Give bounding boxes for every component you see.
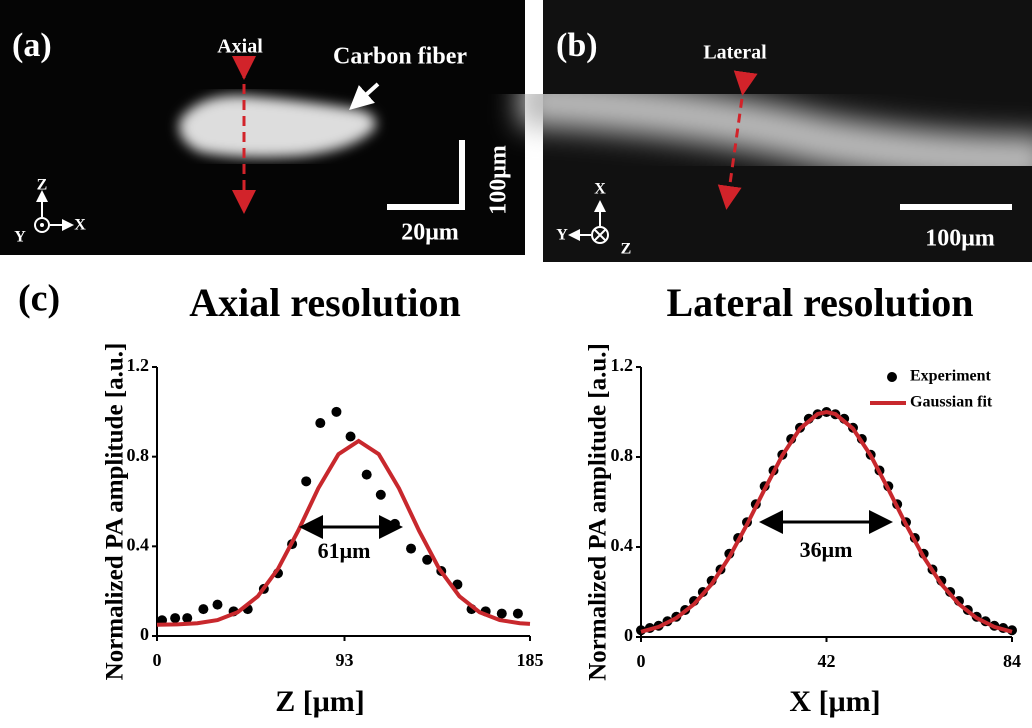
- data-point: [331, 406, 342, 417]
- x-tick-label: 0: [637, 651, 646, 671]
- x-tick-label: 93: [336, 650, 354, 670]
- fit-line: [640, 409, 1013, 634]
- y-tick-label: 0.8: [611, 445, 634, 465]
- data-point: [170, 613, 181, 624]
- axis-icon: [591, 226, 609, 244]
- data-point: [182, 613, 193, 624]
- y-axis-label: Normalized PA amplitude [a.u.]: [585, 343, 612, 681]
- fit-line: [156, 438, 531, 627]
- scale-label: 20μm: [401, 220, 459, 246]
- pointer-arrow: [349, 82, 380, 111]
- y-tick-label: 1.2: [611, 355, 634, 375]
- data-point: [315, 418, 326, 429]
- panel-label: (c): [18, 278, 60, 320]
- axis-label: X: [74, 217, 86, 234]
- x-axis-label: X [μm]: [789, 685, 880, 718]
- data-point: [422, 554, 433, 565]
- axis-icon: [34, 217, 50, 233]
- y-tick-label: 0.8: [127, 445, 150, 465]
- fwhm-label: 36μm: [800, 537, 853, 562]
- axis-label: X: [594, 181, 606, 198]
- data-point: [212, 599, 223, 610]
- y-tick-label: 1.2: [127, 355, 150, 375]
- x-axis-label: Z [μm]: [275, 685, 365, 718]
- carbon-fiber: [179, 95, 376, 158]
- y-tick-label: 0: [624, 625, 633, 645]
- x-tick-label: 185: [517, 650, 544, 670]
- fwhm-label: 61μm: [318, 538, 371, 563]
- x-tick-label: 0: [153, 650, 162, 670]
- axis-icon: [593, 228, 607, 242]
- axis-label: Y: [14, 229, 26, 246]
- x-tick-label: 42: [818, 651, 836, 671]
- arrow-label: Axial: [217, 36, 263, 58]
- y-axis-label: Normalized PA amplitude [a.u.]: [102, 343, 129, 681]
- arrow-label: Lateral: [703, 42, 767, 64]
- data-point: [345, 431, 356, 442]
- data-point: [301, 476, 312, 487]
- data-point: [375, 489, 386, 500]
- legend-swatch: [887, 372, 897, 382]
- legend-label: Gaussian fit: [910, 394, 993, 411]
- legend-label: Experiment: [910, 368, 992, 385]
- axis-label: Y: [556, 227, 568, 244]
- panel-label: (b): [556, 27, 598, 64]
- data-point: [512, 608, 523, 619]
- data-point: [496, 608, 507, 619]
- panel-label: (a): [12, 27, 52, 64]
- data-point: [361, 469, 372, 480]
- y-tick-label: 0.4: [611, 535, 634, 555]
- chart-title: Lateral resolution: [666, 280, 973, 325]
- scale-bar: [387, 140, 465, 210]
- axis-label: Z: [37, 177, 48, 194]
- y-tick-label: 0.4: [127, 534, 150, 554]
- fiber-band: [518, 75, 1032, 185]
- scale-label: 100μm: [486, 145, 512, 215]
- panel-a: (a) Axial Carbon fiber 20μm 100μm Z X Y: [0, 0, 525, 255]
- panel-b: (b) Lateral 100μm X Y Z: [518, 0, 1032, 262]
- data-point: [406, 543, 417, 554]
- lateral-arrow: [717, 70, 758, 210]
- scale-label: 100μm: [925, 226, 995, 252]
- object-label: Carbon fiber: [333, 44, 467, 70]
- axis-label: Z: [621, 241, 632, 258]
- data-point: [198, 604, 209, 615]
- x-tick-label: 84: [1003, 651, 1021, 671]
- axis-icon: [40, 223, 44, 227]
- chart-title: Axial resolution: [189, 280, 461, 325]
- y-tick-label: 0: [140, 624, 149, 644]
